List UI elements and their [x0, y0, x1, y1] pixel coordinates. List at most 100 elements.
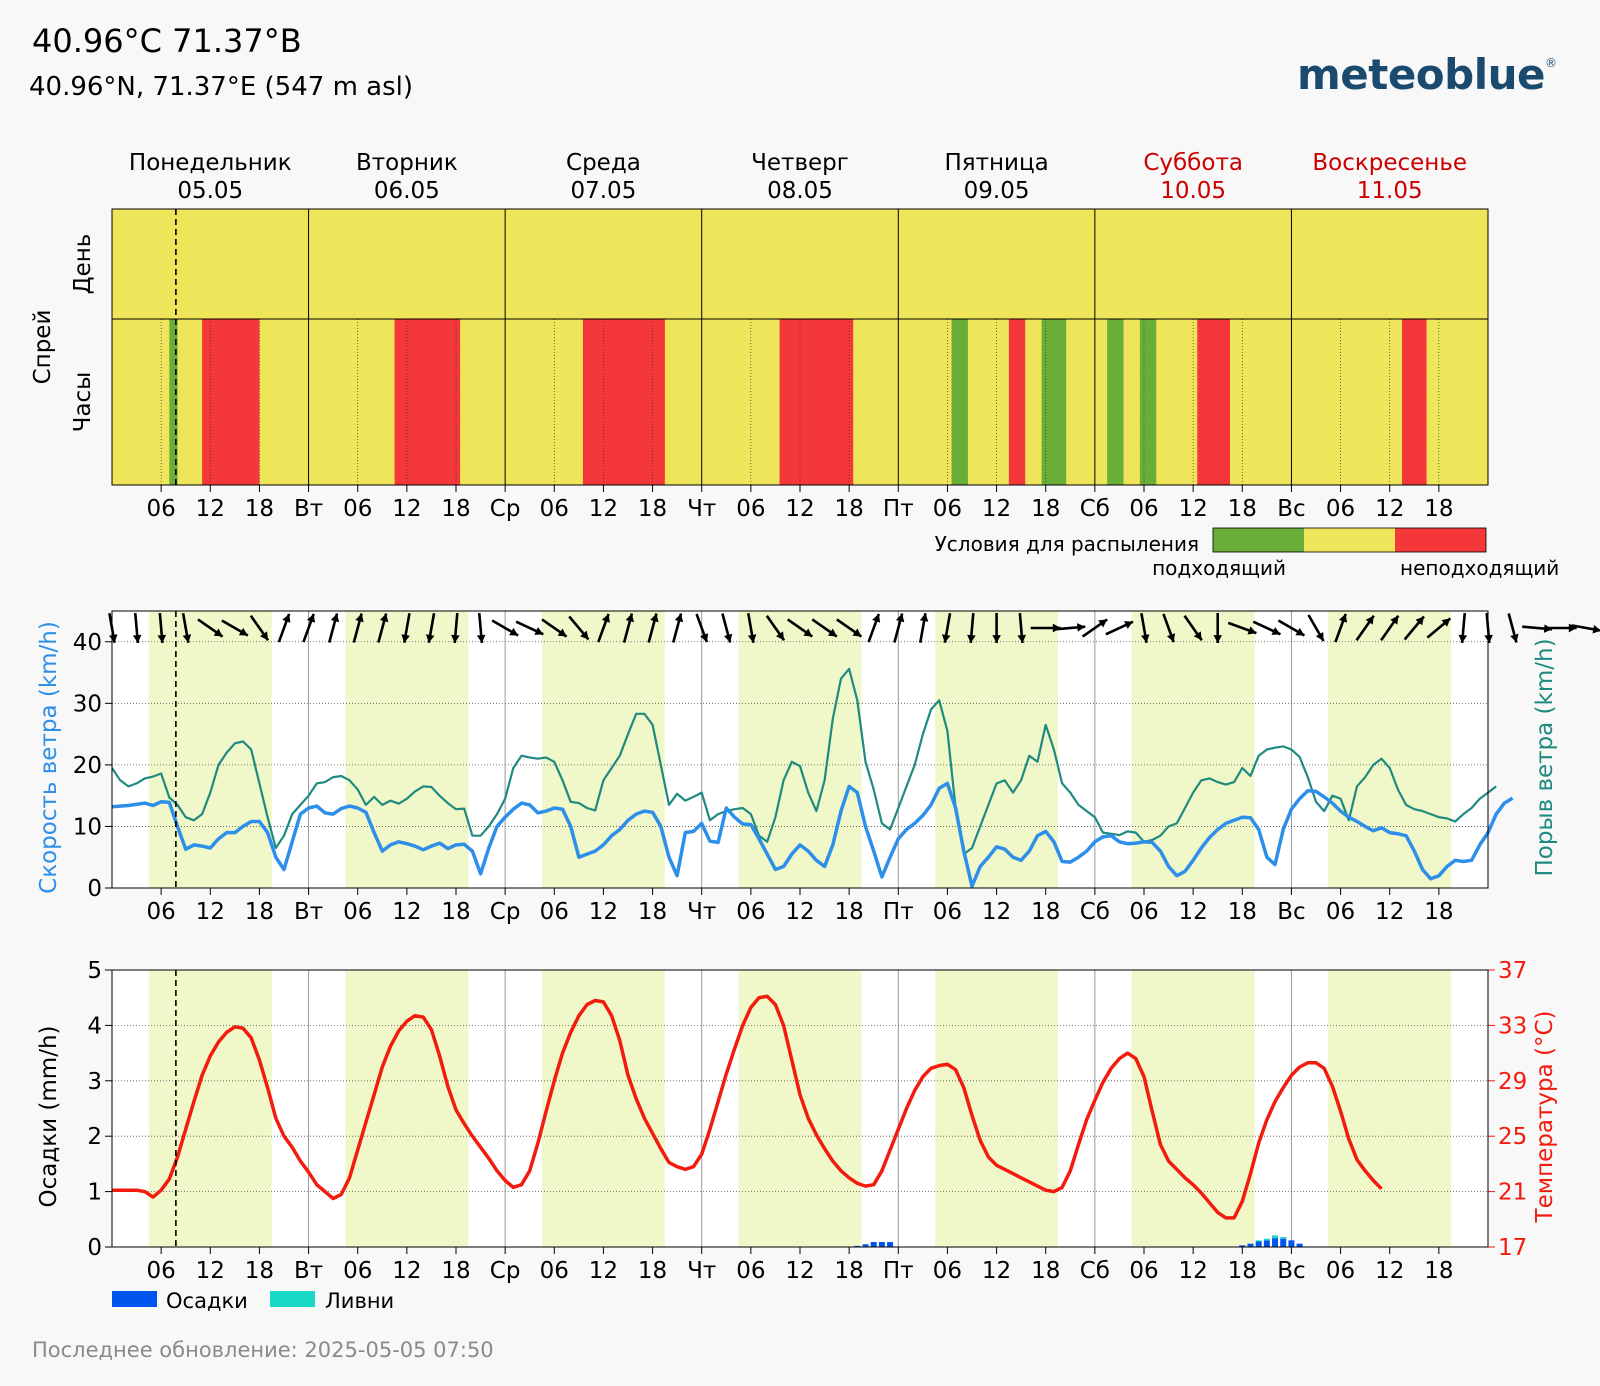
- wind-direction-arrow: [181, 613, 192, 643]
- wind-arrow-head: [941, 634, 951, 643]
- legend-precip-label: Осадки: [166, 1289, 248, 1313]
- precip-y-tick-label: 4: [87, 1013, 102, 1039]
- spray-x-tick-label: 18: [1031, 496, 1060, 522]
- temp-y-tick-label: 37: [1498, 958, 1527, 984]
- spray-hour-segment: [202, 319, 260, 485]
- wind-arrow-head: [967, 634, 976, 643]
- wind-x-tick-label: 12: [196, 899, 225, 925]
- precip-x-tick-label: Пт: [883, 1258, 914, 1284]
- precip-x-tick-label: 06: [933, 1258, 962, 1284]
- wind-direction-arrow: [352, 613, 364, 643]
- temp-y-tick-label: 21: [1498, 1180, 1527, 1206]
- temp-y-tick-label: 33: [1498, 1013, 1527, 1039]
- precip-x-tick-label: 18: [1424, 1258, 1453, 1284]
- wind-direction-arrow: [721, 613, 733, 643]
- precip-bar: [878, 1242, 885, 1247]
- precip-x-tick-label: 06: [736, 1258, 765, 1284]
- day-name: Воскресенье: [1312, 150, 1467, 176]
- spray-x-tick-label: Чт: [687, 496, 716, 522]
- wind-x-tick-label: Вс: [1277, 899, 1305, 925]
- precip-bar: [862, 1244, 869, 1247]
- precip-x-tick-label: 18: [835, 1258, 864, 1284]
- wind-arrow-head: [1415, 616, 1424, 626]
- showers-bar: [1263, 1238, 1270, 1241]
- spray-legend-high: неподходящий: [1400, 556, 1559, 580]
- spray-legend-low: подходящий: [1152, 556, 1286, 580]
- spray-x-tick-label: Ср: [490, 496, 521, 522]
- wind-arrow-head: [827, 628, 837, 637]
- wind-x-tick-label: 06: [1129, 899, 1158, 925]
- wind-x-tick-label: 12: [1179, 899, 1208, 925]
- wind-x-tick-label: Вт: [294, 899, 323, 925]
- spray-row-label-day: День: [70, 234, 96, 295]
- wind-direction-arrow: [132, 612, 142, 644]
- wind-arrow-head: [213, 628, 223, 637]
- day-date: 09.05: [964, 178, 1030, 204]
- spray-group-label: Спрей: [30, 310, 56, 385]
- wind-arrow-head: [157, 634, 167, 643]
- wind-direction-arrow: [476, 612, 486, 644]
- wind-direction-arrow: [1055, 623, 1086, 632]
- wind-direction-arrow: [992, 613, 1001, 643]
- spray-x-tick-label: 18: [245, 496, 274, 522]
- precip-y-tick-label: 5: [87, 958, 102, 984]
- wind-x-tick-label: 12: [1375, 899, 1404, 925]
- spray-x-tick-label: 18: [441, 496, 470, 522]
- wind-direction-arrow: [401, 613, 411, 643]
- precip-x-tick-label: 12: [785, 1258, 814, 1284]
- wind-direction-arrow: [1307, 614, 1325, 642]
- wind-arrow-head: [1140, 634, 1150, 643]
- spray-hour-segment: [1107, 319, 1124, 485]
- wind-direction-arrow: [597, 613, 610, 643]
- spray-legend-swatch: [1213, 528, 1304, 552]
- wind-direction-arrow: [672, 613, 684, 643]
- wind-direction-arrow: [451, 612, 460, 644]
- wind-arrow-head: [401, 634, 410, 643]
- wind-arrow-head: [1124, 621, 1134, 629]
- precip-bar: [1272, 1238, 1279, 1247]
- wind-direction-arrow: [221, 619, 249, 637]
- wind-x-tick-label: 18: [1031, 899, 1060, 925]
- wind-direction-arrow: [249, 614, 270, 642]
- wind-arrow-head: [476, 634, 486, 643]
- wind-arrow-head: [1592, 624, 1600, 634]
- wind-x-tick-label: 18: [835, 899, 864, 925]
- precip-x-tick-label: 12: [392, 1258, 421, 1284]
- spray-x-tick-label: 12: [196, 496, 225, 522]
- meteoblue-logo[interactable]: meteoblue®: [1297, 50, 1557, 99]
- showers-bar: [1280, 1237, 1287, 1239]
- wind-direction-arrow: [647, 613, 659, 643]
- wind-arrow-head: [509, 627, 519, 636]
- wind-direction-arrow: [302, 613, 316, 643]
- wind-arrow-head: [108, 634, 118, 643]
- wind-daytime-band: [345, 611, 469, 888]
- wind-direction-arrow: [765, 614, 786, 642]
- wind-direction-arrow: [1183, 614, 1203, 642]
- precip-x-tick-label: Сб: [1080, 1258, 1110, 1284]
- precip-x-tick-label: 06: [540, 1258, 569, 1284]
- precip-bar: [1239, 1245, 1246, 1247]
- temp-y-tick-label: 29: [1498, 1069, 1527, 1095]
- wind-x-tick-label: Пт: [883, 899, 914, 925]
- wind-arrow-head: [580, 630, 589, 640]
- precip-daytime-band: [542, 970, 665, 1247]
- wind-arrow-head: [1458, 634, 1468, 643]
- wind-x-tick-label: 18: [1424, 899, 1453, 925]
- logo-mark: ®: [1545, 56, 1557, 70]
- precip-daytime-band: [935, 970, 1058, 1247]
- last-updated: Последнее обновление: 2025-05-05 07:50: [32, 1338, 494, 1362]
- wind-direction-arrow: [893, 613, 905, 643]
- wind-direction-arrow: [1227, 621, 1257, 635]
- wind-arrow-head: [1017, 634, 1027, 643]
- wind-arrow-head: [723, 633, 733, 643]
- precip-bar: [1247, 1243, 1254, 1247]
- spray-x-tick-label: 12: [785, 496, 814, 522]
- day-name: Пятница: [944, 150, 1048, 176]
- precip-x-tick-label: 06: [1129, 1258, 1158, 1284]
- wind-y-tick-label: 40: [73, 630, 102, 656]
- wind-arrow-head: [601, 613, 610, 623]
- location-subtitle: 40.96°N, 71.37°E (547 m asl): [29, 72, 414, 102]
- precip-x-tick-label: 12: [589, 1258, 618, 1284]
- spray-x-tick-label: 06: [540, 496, 569, 522]
